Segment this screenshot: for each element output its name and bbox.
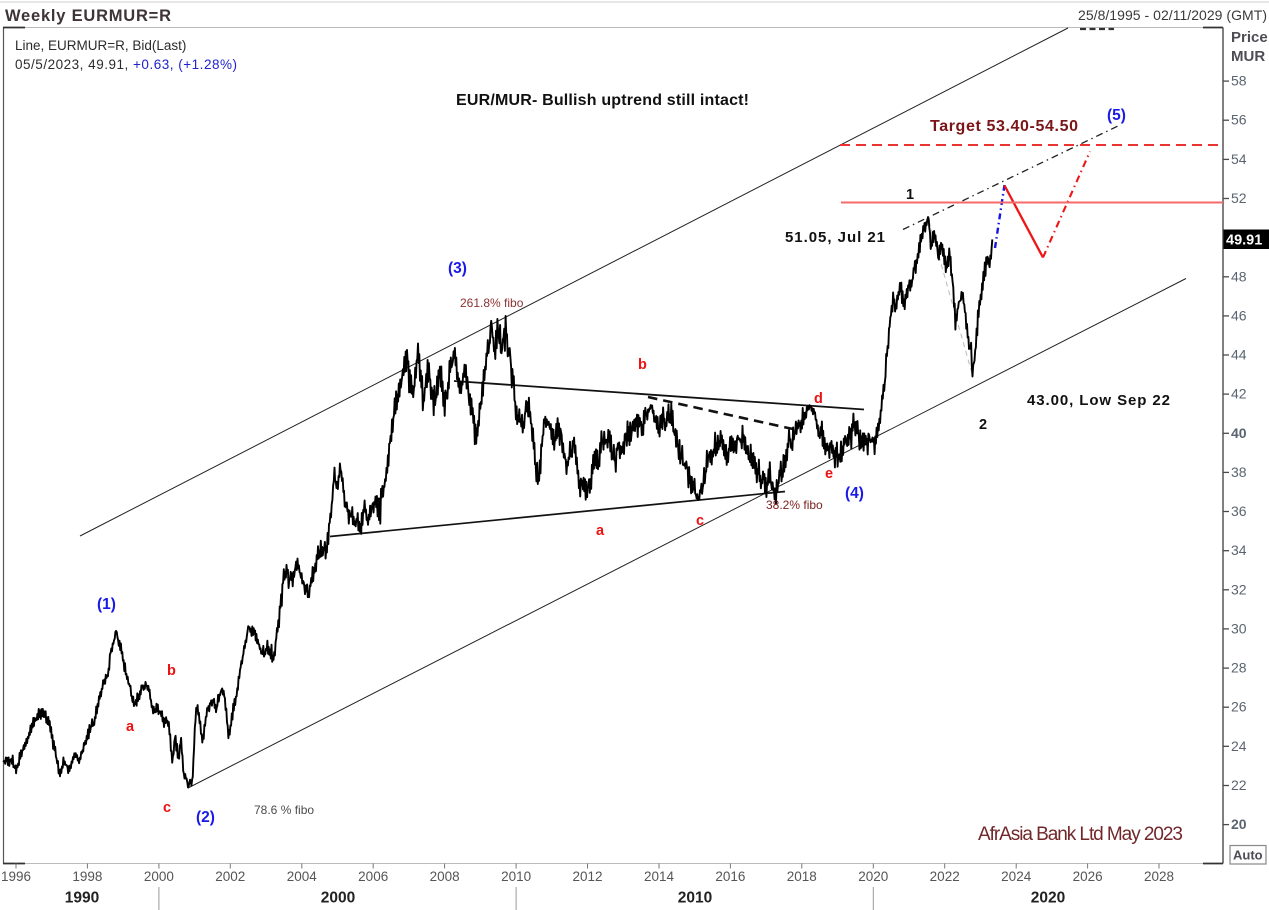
svg-text:1990: 1990 — [65, 890, 99, 907]
svg-text:2020: 2020 — [858, 869, 888, 884]
svg-text:2012: 2012 — [572, 869, 602, 884]
svg-text:2: 2 — [979, 417, 987, 433]
svg-text:32: 32 — [1231, 581, 1247, 597]
svg-text:1: 1 — [906, 187, 914, 203]
svg-text:(5): (5) — [1107, 107, 1126, 124]
svg-text:05/5/2023, 49.91, +0.63, (+1.2: 05/5/2023, 49.91, +0.63, (+1.28%) — [15, 57, 237, 72]
svg-text:2022: 2022 — [930, 869, 960, 884]
svg-text:(2): (2) — [196, 809, 215, 826]
svg-text:1996: 1996 — [1, 869, 31, 884]
svg-text:c: c — [696, 513, 704, 529]
svg-text:58: 58 — [1231, 73, 1247, 89]
svg-text:2024: 2024 — [1001, 869, 1032, 884]
svg-text:2016: 2016 — [715, 869, 745, 884]
svg-text:20: 20 — [1231, 816, 1247, 832]
svg-text:38.2% fibo: 38.2% fibo — [766, 498, 823, 512]
svg-text:2004: 2004 — [287, 869, 318, 884]
svg-text:Weekly EURMUR=R: Weekly EURMUR=R — [5, 7, 171, 25]
svg-text:48: 48 — [1231, 268, 1247, 284]
svg-text:52: 52 — [1231, 190, 1247, 206]
svg-text:22: 22 — [1231, 777, 1247, 793]
svg-text:d: d — [814, 391, 823, 407]
svg-text:e: e — [825, 466, 833, 482]
svg-text:AfrAsia Bank Ltd May 2023: AfrAsia Bank Ltd May 2023 — [978, 824, 1183, 845]
svg-text:Auto: Auto — [1233, 848, 1263, 863]
svg-text:b: b — [638, 357, 647, 373]
svg-text:26: 26 — [1231, 699, 1247, 715]
svg-text:(3): (3) — [448, 260, 467, 277]
svg-text:b: b — [167, 663, 176, 679]
svg-text:44: 44 — [1231, 347, 1247, 363]
svg-text:Target 53.40-54.50: Target 53.40-54.50 — [930, 118, 1078, 135]
svg-text:2014: 2014 — [644, 869, 675, 884]
svg-text:c: c — [163, 800, 171, 816]
svg-text:43.00, Low Sep 22: 43.00, Low Sep 22 — [1027, 392, 1170, 409]
svg-text:38: 38 — [1231, 464, 1247, 480]
svg-text:2010: 2010 — [678, 890, 712, 907]
svg-text:54: 54 — [1231, 151, 1247, 167]
svg-text:49.91: 49.91 — [1226, 233, 1262, 249]
svg-text:40: 40 — [1231, 425, 1247, 441]
svg-text:2028: 2028 — [1144, 869, 1174, 884]
svg-text:(4): (4) — [845, 485, 864, 502]
svg-text:24: 24 — [1231, 738, 1247, 754]
svg-text:2008: 2008 — [430, 869, 460, 884]
svg-text:2018: 2018 — [787, 869, 817, 884]
svg-text:25/8/1995 - 02/11/2029 (GMT): 25/8/1995 - 02/11/2029 (GMT) — [1078, 7, 1267, 23]
svg-text:2002: 2002 — [215, 869, 245, 884]
svg-text:a: a — [596, 523, 605, 539]
svg-text:78.6 % fibo: 78.6 % fibo — [254, 803, 314, 817]
svg-text:261.8% fibo: 261.8% fibo — [460, 296, 524, 310]
svg-text:30: 30 — [1231, 620, 1247, 636]
svg-text:51.05, Jul 21: 51.05, Jul 21 — [785, 229, 885, 246]
svg-text:46: 46 — [1231, 307, 1247, 323]
svg-text:MUR: MUR — [1231, 48, 1265, 65]
svg-text:EUR/MUR- Bullish uptrend still: EUR/MUR- Bullish uptrend still intact! — [456, 92, 749, 109]
svg-text:56: 56 — [1231, 112, 1247, 128]
svg-text:2000: 2000 — [144, 869, 174, 884]
svg-text:2026: 2026 — [1073, 869, 1103, 884]
svg-text:Line, EURMUR=R, Bid(Last): Line, EURMUR=R, Bid(Last) — [15, 38, 186, 53]
svg-text:(1): (1) — [97, 596, 116, 613]
svg-text:42: 42 — [1231, 386, 1247, 402]
svg-text:a: a — [126, 719, 135, 735]
svg-text:28: 28 — [1231, 660, 1247, 676]
svg-text:2000: 2000 — [321, 890, 355, 907]
svg-text:2010: 2010 — [501, 869, 531, 884]
svg-text:2020: 2020 — [1031, 890, 1065, 907]
svg-text:34: 34 — [1231, 542, 1247, 558]
svg-text:36: 36 — [1231, 503, 1247, 519]
svg-text:2006: 2006 — [358, 869, 388, 884]
svg-text:1998: 1998 — [72, 869, 102, 884]
svg-text:Price: Price — [1231, 29, 1268, 46]
